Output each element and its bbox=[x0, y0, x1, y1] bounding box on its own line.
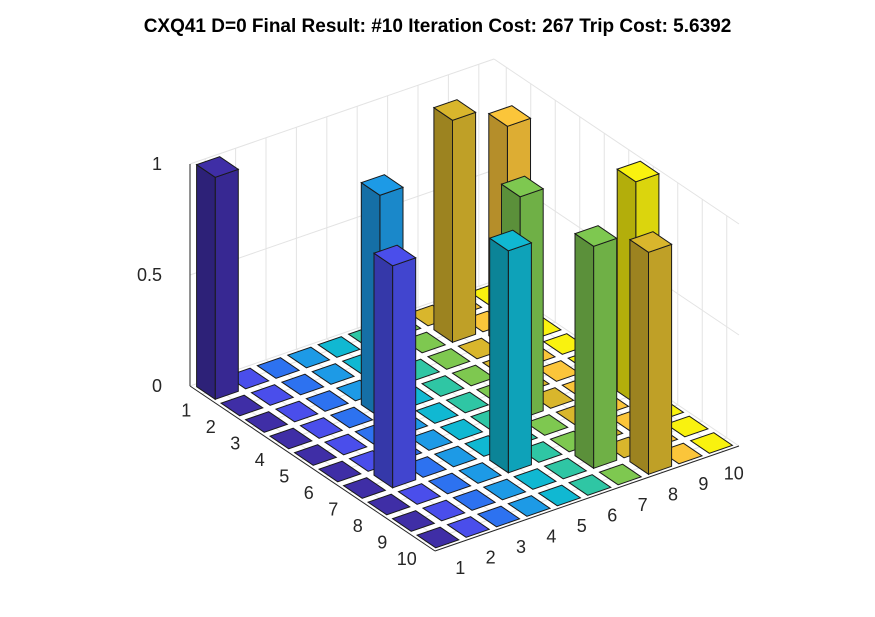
col-tick-label: 1 bbox=[455, 558, 465, 578]
bar-r9-c7 bbox=[573, 225, 618, 470]
col-tick-label: 7 bbox=[638, 495, 648, 515]
row-tick-label: 10 bbox=[397, 549, 417, 569]
bar-r4-c1 bbox=[268, 427, 313, 450]
bar-r1-c3 bbox=[256, 357, 301, 379]
bar-r1-c5 bbox=[317, 336, 362, 358]
col-tick-label: 5 bbox=[577, 516, 587, 536]
bar-r3-c1 bbox=[244, 411, 289, 433]
bar-r8-c2 bbox=[397, 483, 442, 505]
bar-r6-c4 bbox=[409, 429, 454, 451]
z-tick-label: 1 bbox=[152, 154, 162, 174]
row-tick-label: 3 bbox=[230, 433, 240, 453]
bar-r10-c10 bbox=[689, 432, 734, 454]
bar-r10-c7 bbox=[598, 463, 643, 486]
bar-r7-c1 bbox=[342, 477, 387, 499]
col-tick-label: 10 bbox=[724, 463, 744, 483]
bar-r10-c3 bbox=[476, 505, 521, 528]
col-tick-label: 8 bbox=[668, 484, 678, 504]
bar-r10-c4 bbox=[507, 495, 552, 517]
bar-r2-c4 bbox=[311, 363, 356, 385]
bar-r8-c5 bbox=[488, 229, 533, 474]
bar-r5-c9 bbox=[536, 360, 581, 382]
bar-r5-c5 bbox=[415, 402, 460, 424]
bar-r9-c2 bbox=[421, 499, 466, 522]
chart-title: CXQ41 D=0 Final Result: #10 Iteration Co… bbox=[143, 16, 732, 37]
bar-r10-c2 bbox=[446, 516, 491, 538]
bar-r1-c4 bbox=[286, 346, 331, 369]
bar-r4-c2 bbox=[299, 417, 344, 439]
row-tick-label: 5 bbox=[279, 466, 289, 486]
row-tick-label: 7 bbox=[328, 499, 338, 519]
bar-r3-c3 bbox=[305, 390, 350, 412]
row-tick-label: 1 bbox=[181, 400, 191, 420]
row-tick-label: 4 bbox=[255, 450, 265, 470]
col-tick-label: 2 bbox=[486, 547, 496, 567]
row-tick-label: 6 bbox=[304, 483, 314, 503]
bar-r4-c7 bbox=[451, 364, 496, 387]
bar-r3-c2 bbox=[274, 400, 319, 423]
bars-layer bbox=[195, 99, 734, 549]
bar-r7-c2 bbox=[372, 244, 417, 489]
bar-r2-c8 bbox=[432, 99, 477, 344]
bar-r7-c7 bbox=[524, 414, 569, 436]
z-tick-label: 0 bbox=[152, 376, 162, 396]
col-tick-label: 9 bbox=[698, 474, 708, 494]
z-tick-label: 0.5 bbox=[137, 265, 162, 285]
col-tick-label: 6 bbox=[607, 505, 617, 525]
bar-r4-c3 bbox=[329, 406, 374, 429]
bar-r10-c5 bbox=[537, 484, 582, 507]
bar-r5-c2 bbox=[323, 433, 368, 456]
col-tick-label: 4 bbox=[546, 526, 556, 546]
bar-r8-c4 bbox=[458, 462, 503, 484]
bar-r2-c1 bbox=[219, 394, 264, 417]
bar-r7-c4 bbox=[433, 445, 478, 468]
bar-r9-c10 bbox=[665, 415, 710, 438]
bar-r10-c1 bbox=[415, 526, 460, 549]
bar-r6-c1 bbox=[317, 460, 362, 483]
bar-r4-c6 bbox=[420, 375, 465, 397]
bar-r2-c3 bbox=[280, 373, 325, 396]
bar-r6-c5 bbox=[439, 418, 484, 441]
row-tick-label: 8 bbox=[353, 516, 363, 536]
col-tick-label: 3 bbox=[516, 537, 526, 557]
bar-r9-c4 bbox=[482, 478, 527, 501]
bar-r9-c6 bbox=[543, 457, 588, 480]
bar-r9-c1 bbox=[391, 510, 436, 532]
bar-r2-c2 bbox=[250, 384, 295, 406]
bar-r3-c7 bbox=[426, 348, 471, 370]
bar-r8-c3 bbox=[427, 472, 472, 495]
bar-r9-c5 bbox=[513, 468, 558, 490]
bar-r1-c1 bbox=[195, 156, 240, 401]
bar-r10-c8 bbox=[628, 231, 673, 476]
bar-r8-c1 bbox=[366, 493, 411, 516]
row-tick-label: 9 bbox=[377, 532, 387, 552]
bar-r5-c1 bbox=[293, 444, 338, 466]
bar-r5-c6 bbox=[445, 391, 490, 414]
row-tick-label: 2 bbox=[206, 417, 216, 437]
bar-r9-c3 bbox=[452, 489, 497, 511]
bar-r10-c6 bbox=[567, 474, 612, 496]
